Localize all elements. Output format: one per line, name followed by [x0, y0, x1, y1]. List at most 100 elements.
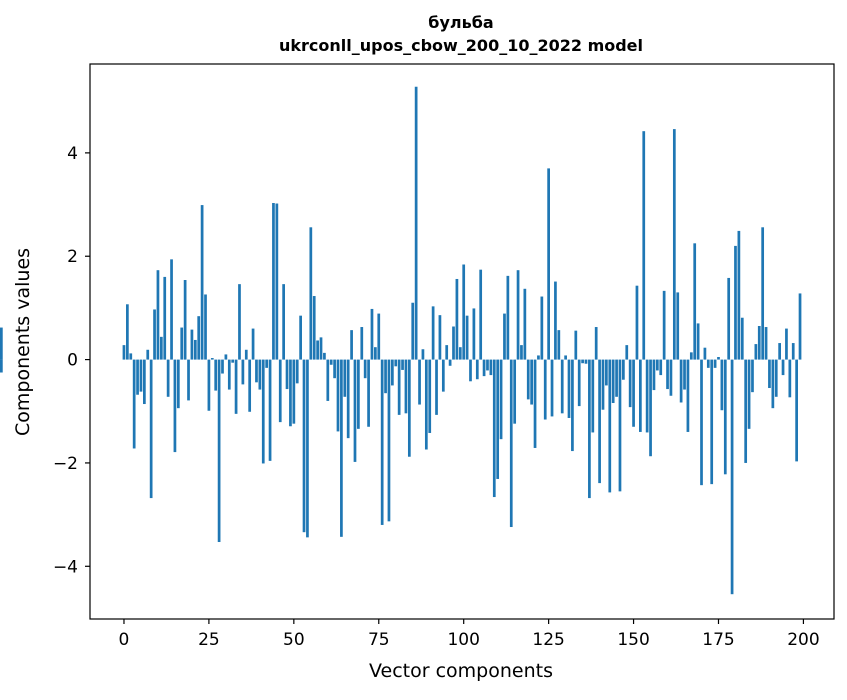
bar [509, 359, 513, 528]
bar [329, 359, 333, 365]
bar [462, 264, 466, 360]
bar [377, 313, 381, 360]
bar [499, 359, 503, 440]
bar [309, 227, 313, 360]
bar [204, 294, 207, 360]
bar [761, 227, 765, 360]
bar [370, 308, 374, 360]
bar [428, 359, 432, 433]
bar [326, 359, 330, 401]
x-tick-label: 200 [787, 630, 819, 650]
bar [557, 330, 561, 360]
bar [672, 129, 676, 360]
bar [611, 359, 615, 403]
bar [346, 359, 350, 439]
bar [401, 359, 404, 370]
bar [520, 345, 523, 360]
x-tick-label: 25 [198, 630, 220, 650]
bar [710, 359, 714, 485]
bar [751, 359, 754, 393]
bar [363, 359, 367, 379]
bar [669, 359, 673, 396]
bar [231, 359, 235, 363]
bar [282, 284, 285, 360]
bar [210, 358, 214, 360]
bar [306, 359, 309, 538]
bar [255, 359, 258, 383]
bar [639, 359, 642, 432]
bar [537, 355, 540, 360]
bar [649, 359, 652, 457]
bar [465, 315, 469, 360]
bar [564, 355, 567, 360]
bar [798, 293, 802, 360]
bar [628, 359, 632, 408]
bar [258, 359, 262, 390]
bar [744, 359, 748, 463]
bar [659, 359, 663, 376]
bar [601, 359, 605, 410]
y-tick-label: −2 [53, 454, 78, 474]
bar [615, 359, 618, 397]
bar [482, 359, 486, 377]
bar [686, 359, 690, 432]
bar [683, 359, 686, 390]
bar [431, 306, 435, 360]
bar [737, 230, 741, 360]
bar [543, 359, 547, 420]
x-tick-label: 150 [617, 630, 649, 650]
bar [299, 315, 302, 360]
bar [143, 359, 146, 405]
y-tick-label: −4 [53, 557, 78, 577]
bar [438, 315, 442, 360]
bar [768, 359, 771, 389]
bar [261, 359, 265, 464]
bar [170, 259, 173, 360]
chart-title: бульба [428, 13, 493, 32]
y-tick-label: 0 [67, 351, 78, 371]
bar [248, 359, 252, 412]
x-tick-label: 100 [447, 630, 479, 650]
bar [676, 292, 680, 360]
bar [594, 327, 598, 360]
y-axis-label: Components values [12, 248, 34, 436]
bar [679, 359, 683, 403]
bar [163, 276, 167, 360]
bar [652, 359, 656, 391]
bar [754, 344, 758, 360]
bar [475, 359, 479, 380]
bar [645, 359, 649, 433]
x-tick-label: 175 [702, 630, 734, 650]
bar [693, 243, 697, 360]
bar [224, 354, 228, 360]
bar [635, 285, 639, 360]
x-tick-label: 50 [283, 630, 305, 650]
bar [740, 317, 744, 360]
bar [771, 359, 775, 409]
bar [622, 359, 625, 380]
bar [340, 359, 343, 537]
bar [251, 328, 255, 360]
bar [696, 323, 700, 360]
bar [625, 345, 629, 360]
bar [547, 168, 550, 360]
bar [217, 359, 221, 543]
bar [221, 359, 224, 374]
bar [153, 309, 156, 360]
bar [503, 313, 506, 360]
bar [567, 359, 571, 418]
x-axis-label: Vector components [369, 660, 553, 682]
bar [207, 359, 211, 411]
bar [234, 359, 238, 414]
x-tick-label: 125 [532, 630, 564, 650]
bar [774, 359, 778, 397]
bar [146, 349, 150, 360]
bar [734, 245, 737, 360]
bar [149, 359, 153, 499]
x-tick-label: 0 [119, 630, 130, 650]
bar [126, 304, 129, 360]
bar [0, 359, 3, 373]
bar [139, 359, 143, 392]
